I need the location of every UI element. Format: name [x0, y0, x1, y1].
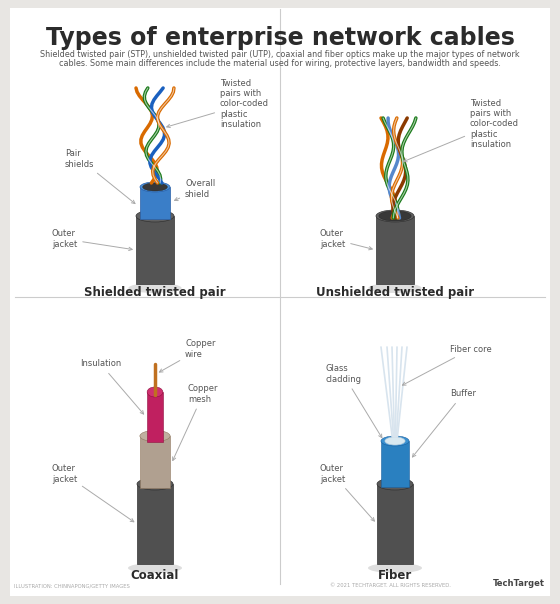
- Ellipse shape: [128, 563, 182, 573]
- Text: Fiber: Fiber: [378, 569, 412, 582]
- Text: © 2021 TECHTARGET. ALL RIGHTS RESERVED.: © 2021 TECHTARGET. ALL RIGHTS RESERVED.: [330, 583, 451, 588]
- Text: Outer
jacket: Outer jacket: [320, 464, 375, 521]
- Ellipse shape: [140, 182, 170, 192]
- Text: Glass
cladding: Glass cladding: [325, 364, 382, 438]
- FancyBboxPatch shape: [136, 216, 174, 284]
- Ellipse shape: [368, 563, 422, 573]
- FancyBboxPatch shape: [137, 484, 173, 564]
- Ellipse shape: [381, 436, 409, 446]
- Text: Coaxial: Coaxial: [131, 569, 179, 582]
- Text: Pair
shields: Pair shields: [65, 149, 135, 204]
- Ellipse shape: [377, 478, 413, 490]
- Ellipse shape: [379, 211, 411, 221]
- Ellipse shape: [137, 478, 173, 490]
- Text: Outer
jacket: Outer jacket: [52, 230, 132, 251]
- Text: Buffer: Buffer: [413, 390, 476, 457]
- Text: Shielded twisted pair: Shielded twisted pair: [84, 286, 226, 299]
- FancyBboxPatch shape: [376, 216, 414, 284]
- Ellipse shape: [385, 437, 405, 445]
- Text: Types of enterprise network cables: Types of enterprise network cables: [45, 26, 515, 50]
- Text: Unshielded twisted pair: Unshielded twisted pair: [316, 286, 474, 299]
- Ellipse shape: [136, 210, 174, 222]
- Text: Overall
shield: Overall shield: [175, 179, 215, 201]
- Text: Fiber core: Fiber core: [403, 344, 492, 385]
- Text: Copper
mesh: Copper mesh: [172, 384, 218, 460]
- Text: Shielded twisted pair (STP), unshielded twisted pair (UTP), coaxial and fiber op: Shielded twisted pair (STP), unshielded …: [40, 50, 520, 59]
- Text: Outer
jacket: Outer jacket: [52, 464, 134, 522]
- FancyBboxPatch shape: [147, 392, 163, 442]
- Ellipse shape: [128, 283, 181, 293]
- Ellipse shape: [368, 283, 422, 293]
- FancyBboxPatch shape: [377, 484, 413, 564]
- FancyBboxPatch shape: [381, 441, 409, 487]
- Text: Copper
wire: Copper wire: [160, 339, 216, 372]
- Ellipse shape: [147, 387, 163, 397]
- FancyBboxPatch shape: [140, 436, 170, 488]
- Text: TechTarget: TechTarget: [493, 579, 545, 588]
- FancyBboxPatch shape: [140, 187, 170, 219]
- Text: Twisted
pairs with
color-coded
plastic
insulation: Twisted pairs with color-coded plastic i…: [404, 98, 519, 162]
- FancyBboxPatch shape: [10, 8, 550, 596]
- Text: cables. Some main differences include the material used for wiring, protective l: cables. Some main differences include th…: [59, 59, 501, 68]
- Text: ILLUSTRATION: CHINNAPONG/GETTY IMAGES: ILLUSTRATION: CHINNAPONG/GETTY IMAGES: [14, 583, 130, 588]
- Ellipse shape: [143, 183, 167, 191]
- Ellipse shape: [140, 431, 170, 442]
- Text: Twisted
pairs with
color-coded
plastic
insulation: Twisted pairs with color-coded plastic i…: [167, 79, 269, 129]
- Text: Insulation: Insulation: [80, 359, 143, 414]
- Ellipse shape: [376, 210, 414, 222]
- Text: Outer
jacket: Outer jacket: [320, 230, 372, 250]
